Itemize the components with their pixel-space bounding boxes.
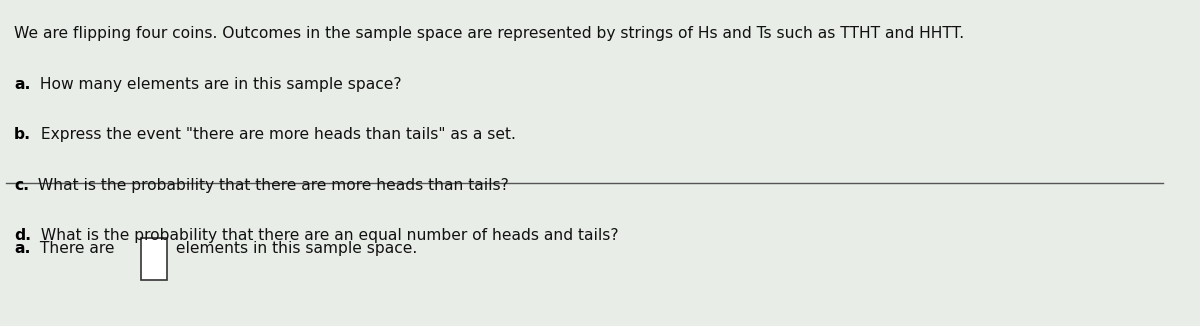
Text: What is the probability that there are an equal number of heads and tails?: What is the probability that there are a… [36, 228, 618, 243]
Text: How many elements are in this sample space?: How many elements are in this sample spa… [35, 77, 401, 92]
FancyBboxPatch shape [140, 238, 167, 280]
Text: d.: d. [14, 228, 31, 243]
Text: We are flipping four coins. Outcomes in the sample space are represented by stri: We are flipping four coins. Outcomes in … [14, 26, 964, 41]
Text: a.: a. [14, 77, 30, 92]
Text: There are: There are [35, 241, 119, 256]
Text: b.: b. [14, 127, 31, 142]
Text: What is the probability that there are more heads than tails?: What is the probability that there are m… [34, 178, 509, 193]
Text: elements in this sample space.: elements in this sample space. [172, 241, 418, 256]
Text: a.: a. [14, 241, 30, 256]
Text: c.: c. [14, 178, 29, 193]
Text: Express the event "there are more heads than tails" as a set.: Express the event "there are more heads … [36, 127, 516, 142]
